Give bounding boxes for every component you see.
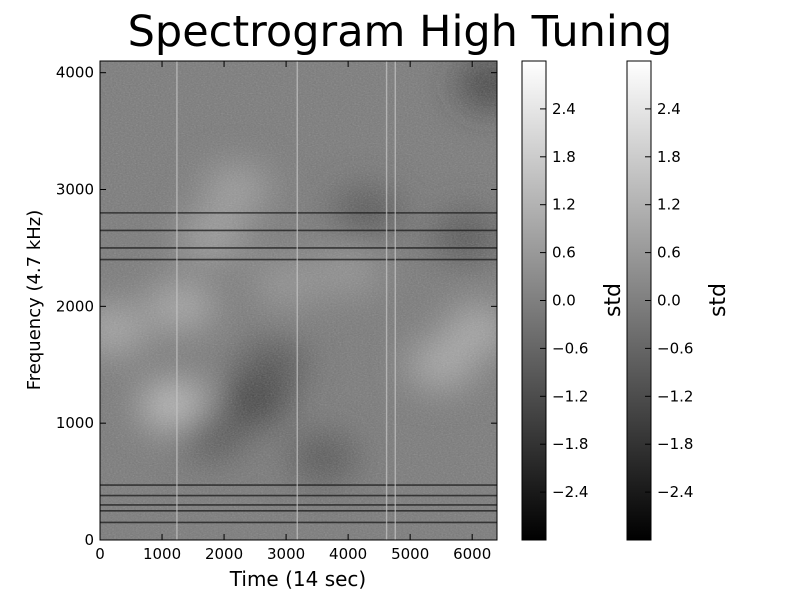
colorbar-label: std <box>601 283 626 317</box>
x-axis: 0 1000 2000 3000 4000 5000 6000 <box>95 61 491 563</box>
y-tick-label: 1000 <box>56 414 94 432</box>
plot-frame <box>99 60 498 541</box>
colorbar-tick-label: −2.4 <box>552 483 588 501</box>
x-tick-label: 3000 <box>267 545 305 563</box>
x-axis-label: Time (14 sec) <box>229 567 366 591</box>
colorbar-tick-label: −2.4 <box>657 483 693 501</box>
colorbar-tick-label: 1.8 <box>552 148 576 166</box>
chart-title: Spectrogram High Tuning <box>127 7 673 57</box>
colorbar-tick-label: 0.6 <box>657 244 681 262</box>
colorbar-tick-label: 1.8 <box>657 148 681 166</box>
colorbars: 2.4 1.8 1.2 0.6 0.0 −0.6 −1.2 −1.8 −2.4 std 2.4 1.8… <box>521 60 731 541</box>
spectrogram-noise <box>100 61 497 540</box>
spectrogram-image <box>100 61 497 540</box>
colorbar-tick-label: 0.0 <box>657 292 681 310</box>
x-tick-label: 2000 <box>205 545 243 563</box>
colorbar-tick-label: 0.0 <box>552 292 576 310</box>
colorbar: 2.4 1.8 1.2 0.6 0.0 −0.6 −1.2 −1.8 −2.4 std <box>521 60 626 541</box>
y-tick-label: 4000 <box>56 64 94 82</box>
y-axis-label: Frequency (4.7 kHz) <box>24 210 45 391</box>
y-tick-label: 3000 <box>56 181 94 199</box>
x-tick-label: 5000 <box>391 545 429 563</box>
colorbar-tick-label: 1.2 <box>657 196 681 214</box>
colorbar-tick-label: −1.2 <box>657 387 693 405</box>
colorbar: 2.4 1.8 1.2 0.6 0.0 −0.6 −1.2 −1.8 −2.4 std <box>626 60 731 541</box>
x-tick-label: 4000 <box>329 545 367 563</box>
colorbar-tick-label: −1.8 <box>552 435 588 453</box>
colorbar-tick-label: −1.2 <box>552 387 588 405</box>
colorbar-tick-label: 1.2 <box>552 196 576 214</box>
colorbar-tick-label: 0.6 <box>552 244 576 262</box>
y-axis: 0 1000 2000 3000 4000 <box>56 64 497 549</box>
colorbar-label: std <box>706 283 731 317</box>
colorbar-tick-label: −0.6 <box>552 339 588 357</box>
colorbar-tick-label: −0.6 <box>657 339 693 357</box>
x-tick-label: 0 <box>95 545 105 563</box>
x-tick-label: 6000 <box>453 545 491 563</box>
colorbar-tick-label: 2.4 <box>552 100 576 118</box>
y-tick-label: 2000 <box>56 297 94 315</box>
colorbar-tick-label: −1.8 <box>657 435 693 453</box>
x-tick-label: 1000 <box>143 545 181 563</box>
colorbar-tick-label: 2.4 <box>657 100 681 118</box>
y-tick-label: 0 <box>84 531 94 549</box>
